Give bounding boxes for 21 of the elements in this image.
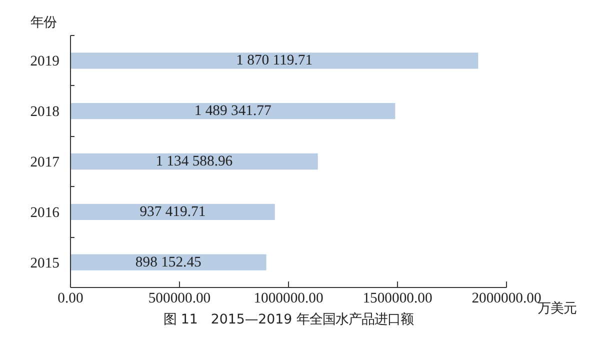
y-tick-label: 2015 bbox=[30, 255, 60, 272]
bar bbox=[70, 52, 478, 69]
x-tick-label: 500000.00 bbox=[148, 290, 211, 306]
text: 图 11 2015—2019 年全国水产品进口额 bbox=[164, 312, 414, 328]
y-tick-label: 2019 bbox=[30, 54, 60, 70]
data-label: 1 134 588.96 bbox=[156, 154, 233, 170]
y-axis-title: 年份 bbox=[30, 16, 56, 30]
y-tick-label: 2017 bbox=[30, 154, 60, 170]
bar bbox=[70, 254, 266, 270]
data-label: 1 489 341.77 bbox=[194, 103, 272, 120]
x-tick-label: 0.00 bbox=[58, 290, 84, 306]
y-tick-label: 2016 bbox=[30, 204, 60, 221]
data-label: 898 152.45 bbox=[135, 254, 202, 270]
x-tick-label: 1000000.00 bbox=[254, 290, 324, 306]
bar bbox=[70, 204, 275, 220]
x-tick-label: 1500000.00 bbox=[362, 290, 432, 306]
bar bbox=[70, 153, 318, 170]
bar bbox=[70, 103, 396, 120]
data-label: 1 870 119.71 bbox=[236, 52, 313, 69]
data-label: 937 419.71 bbox=[140, 204, 206, 220]
y-tick-label: 2018 bbox=[30, 104, 60, 120]
